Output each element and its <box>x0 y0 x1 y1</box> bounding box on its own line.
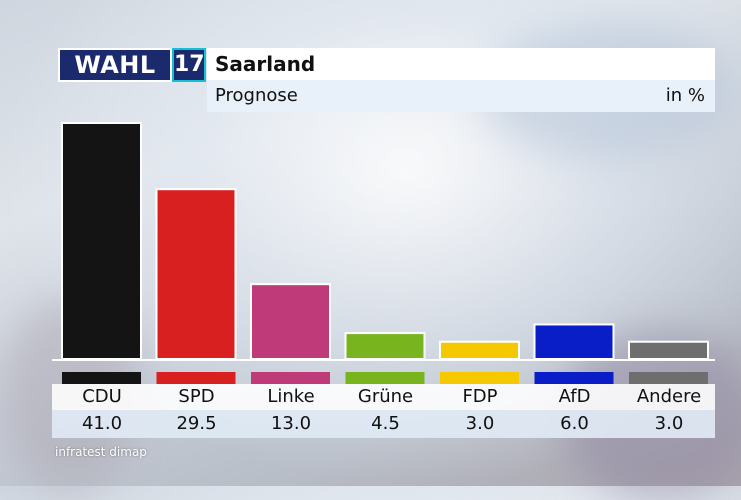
chart-subtitle-bar: Prognose in % <box>207 80 715 112</box>
value-label: 41.0 <box>81 413 123 434</box>
bar-andere <box>628 340 709 361</box>
bar-linke <box>250 283 331 361</box>
value-label: 13.0 <box>270 413 312 434</box>
color-swatch-afd <box>534 372 614 384</box>
bar-grüne <box>344 332 426 361</box>
category-labels-row: CDU SPD Linke Grüne FDP AfD Andere <box>52 384 715 410</box>
color-swatch-linke <box>251 372 330 384</box>
wahl-logo-number: 17 <box>172 48 206 82</box>
category-label: Grüne <box>357 386 414 407</box>
category-label: FDP <box>462 386 498 407</box>
source-credit: infratest dimap <box>55 445 147 459</box>
color-swatch-andere <box>629 372 708 384</box>
bar-chart <box>61 122 709 384</box>
value-label: 6.0 <box>560 413 589 434</box>
bar-fdp <box>439 340 520 361</box>
value-label: 3.0 <box>465 413 495 434</box>
chart-title: Saarland <box>207 48 715 80</box>
value-labels-row: 41.0 29.5 13.0 4.5 3.0 6.0 3.0 <box>52 410 715 438</box>
value-label: 4.5 <box>371 413 400 434</box>
color-swatch-grüne <box>345 372 425 384</box>
color-swatch-cdu <box>62 372 141 384</box>
bar-spd <box>155 188 237 360</box>
category-label: Linke <box>267 386 315 407</box>
wahl-logo: WAHL <box>58 48 172 82</box>
unit-label: in % <box>665 85 705 106</box>
color-swatch-spd <box>156 372 236 384</box>
category-label: AfD <box>558 386 591 407</box>
color-swatch-fdp <box>440 372 519 384</box>
value-label: 3.0 <box>654 413 684 434</box>
bar-afd <box>533 323 615 360</box>
bar-cdu <box>61 122 142 360</box>
category-label: SPD <box>178 386 215 407</box>
value-label: 29.5 <box>176 413 217 434</box>
chart-subtitle: Prognose <box>215 85 298 106</box>
category-label: CDU <box>82 386 122 407</box>
category-label: Andere <box>636 386 702 407</box>
